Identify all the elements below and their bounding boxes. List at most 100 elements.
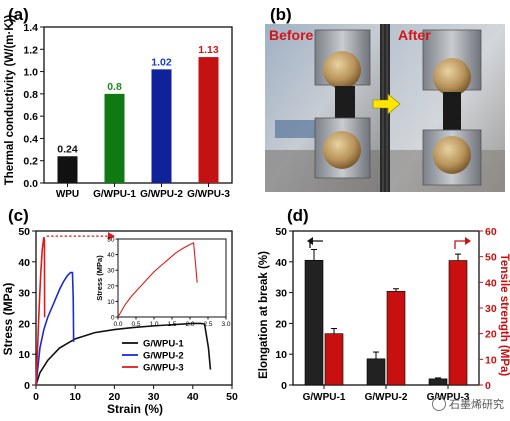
inset-y-tick-label: 0 — [111, 315, 115, 322]
x-tick-label: 50 — [226, 391, 238, 403]
y-tick-label: 0 — [24, 380, 30, 392]
panel-a-label: (a) — [8, 5, 29, 24]
y-tick-label: 30 — [18, 288, 30, 300]
inset-y-tick-label: 40 — [107, 252, 115, 259]
panel-d-label: (d) — [287, 206, 309, 225]
stress-strain-inset: 0 10 20 30 40 50 0.0 0.5 1.0 1.5 2.0 2.5 3.0 Stress (… — [95, 237, 231, 329]
y-tick-label: 10 — [18, 349, 30, 361]
mechanical-plot-area: 0 10 20 30 40 50 0 10 20 30 40 50 60 G/WPU-1 G/WPU-2 G/… — [275, 226, 497, 403]
thermal-plot-area: 0.0 0.2 0.4 0.6 0.8 1.0 1.2 1.4 0.24 WPU 0.8 G/WPU-… — [23, 22, 233, 200]
right-axis-indicator — [454, 240, 467, 249]
y-tick-label: 40 — [275, 257, 287, 269]
y-tick-label: 1.4 — [23, 22, 38, 34]
y-tick-label: 10 — [275, 349, 287, 361]
y-tick-label: 0.4 — [23, 133, 38, 145]
mechanical-bar — [448, 260, 468, 386]
y-tick-label: 50 — [275, 226, 287, 238]
legend-label: G/WPU-2 — [143, 351, 184, 362]
inset-pointer-arrow-icon — [108, 232, 115, 241]
watermark: 石墨烯研究 — [432, 396, 504, 412]
mechanical-bar — [386, 291, 406, 386]
inset-x-tick-label: 1.5 — [167, 321, 176, 328]
mechanical-bar — [366, 358, 386, 386]
x-tick-label: 30 — [148, 391, 160, 403]
x-tick-label: WPU — [56, 189, 79, 200]
y2-tick-label: 60 — [485, 226, 497, 238]
y2-tick-label: 40 — [485, 277, 497, 289]
y-tick-label: 20 — [18, 318, 30, 330]
series-line-g-wpu-3 — [35, 237, 46, 386]
wechat-icon — [432, 397, 446, 411]
x-tick-label: 40 — [187, 391, 199, 403]
left-arrow-icon — [307, 237, 313, 245]
y2-tick-label: 30 — [485, 303, 497, 315]
watermark-text: 石墨烯研究 — [449, 398, 504, 411]
bar-value-label: 0.24 — [57, 143, 78, 155]
before-label: Before — [269, 27, 314, 43]
y-tick-label: 0.0 — [23, 178, 38, 190]
panel-c-label: (c) — [8, 206, 29, 225]
thermal-bar — [104, 93, 125, 183]
inset-y-axis-label: Stress (MPa) — [95, 255, 104, 301]
x-tick-label: G/WPU-2 — [365, 392, 408, 403]
thermal-bar — [198, 57, 219, 184]
legend-label: G/WPU-1 — [143, 339, 184, 350]
y-tick-label: 0.8 — [23, 89, 38, 101]
y2-tick-label: 0 — [485, 380, 491, 392]
x-tick-label: G/WPU-3 — [187, 189, 230, 200]
inset-x-tick-label: 2.0 — [185, 321, 194, 328]
thermal-plot-frame — [43, 26, 233, 184]
y-tick-label: 0.2 — [23, 156, 38, 168]
y2-tick-label: 50 — [485, 252, 497, 264]
x-tick-label: 20 — [109, 391, 121, 403]
x-tick-label: G/WPU-3 — [427, 392, 470, 403]
x-tick-label: 0 — [33, 391, 39, 403]
stress-strain-plot-area: 0 10 20 30 40 50 0 10 20 30 40 50 — [18, 226, 238, 403]
tensile-y2-axis-label: Tensile strength (MPa) — [498, 254, 510, 377]
panel-b-label: (b) — [270, 5, 292, 24]
x-tick-label: G/WPU-1 — [93, 189, 136, 200]
mechanical-bar-chart: (d) 0 10 20 30 40 50 0 10 20 30 40 50 60 G/WPU-1 G/WPU… — [258, 206, 510, 403]
stress-y-axis-label: Stress (MPa) — [1, 283, 15, 356]
y-tick-label: 1.2 — [23, 44, 38, 56]
thermal-bar — [151, 69, 172, 183]
stress-strain-legend: G/WPU-1G/WPU-2G/WPU-3 — [122, 339, 184, 374]
series-line-g-wpu-1 — [35, 322, 212, 386]
panel-a-thermal-chart: (a) 0.0 0.2 0.4 0.6 0.8 1.0 1.2 1.4 0.24 WPU 0.8 G/… — [0, 0, 255, 200]
inset-frame — [117, 238, 227, 318]
strain-x-axis-label: Strain (%) — [107, 402, 163, 416]
bar-value-label: 0.8 — [107, 81, 122, 93]
mechanical-bar — [324, 333, 344, 386]
y-tick-label: 0 — [281, 380, 287, 392]
inset-x-tick-label: 1.0 — [149, 321, 158, 328]
before-after-photo: (b) Before After — [265, 5, 505, 192]
x-tick-label: 10 — [69, 391, 81, 403]
bar-value-label: 1.02 — [151, 56, 172, 68]
y-tick-label: 50 — [18, 226, 30, 238]
inset-x-tick-label: 0.0 — [113, 321, 122, 328]
inset-y-tick-label: 10 — [107, 299, 115, 306]
elongation-y-axis-label: Elongation at break (%) — [258, 251, 270, 379]
panel-d-mechanical: (d) 0 10 20 30 40 50 0 10 20 30 40 50 60 G/WPU-1 G/WPU… — [255, 205, 510, 416]
y-tick-label: 1.0 — [23, 67, 38, 79]
thermal-bar — [57, 156, 78, 183]
yellow-arrow-icon — [372, 93, 401, 115]
inset-x-tick-label: 0.5 — [131, 321, 140, 328]
y2-tick-label: 10 — [485, 354, 497, 366]
y-tick-label: 0.6 — [23, 111, 38, 123]
right-arrow-icon — [465, 237, 471, 245]
legend-label: G/WPU-3 — [143, 363, 184, 374]
y-tick-label: 40 — [18, 257, 30, 269]
bar-value-label: 1.13 — [198, 44, 219, 56]
inset-y-tick-label: 50 — [107, 237, 115, 244]
inset-y-tick-label: 20 — [107, 283, 115, 290]
mechanical-bar — [304, 259, 324, 386]
after-label: After — [398, 27, 431, 43]
series-line-g-wpu-2 — [35, 271, 75, 386]
y2-tick-label: 20 — [485, 329, 497, 341]
stress-plot-frame — [35, 230, 233, 386]
panel-b-photo: (b) Before After — [255, 0, 510, 200]
x-tick-label: G/WPU-2 — [140, 189, 183, 200]
inset-x-tick-label: 2.5 — [203, 321, 212, 328]
before-photo: Before — [265, 24, 380, 192]
